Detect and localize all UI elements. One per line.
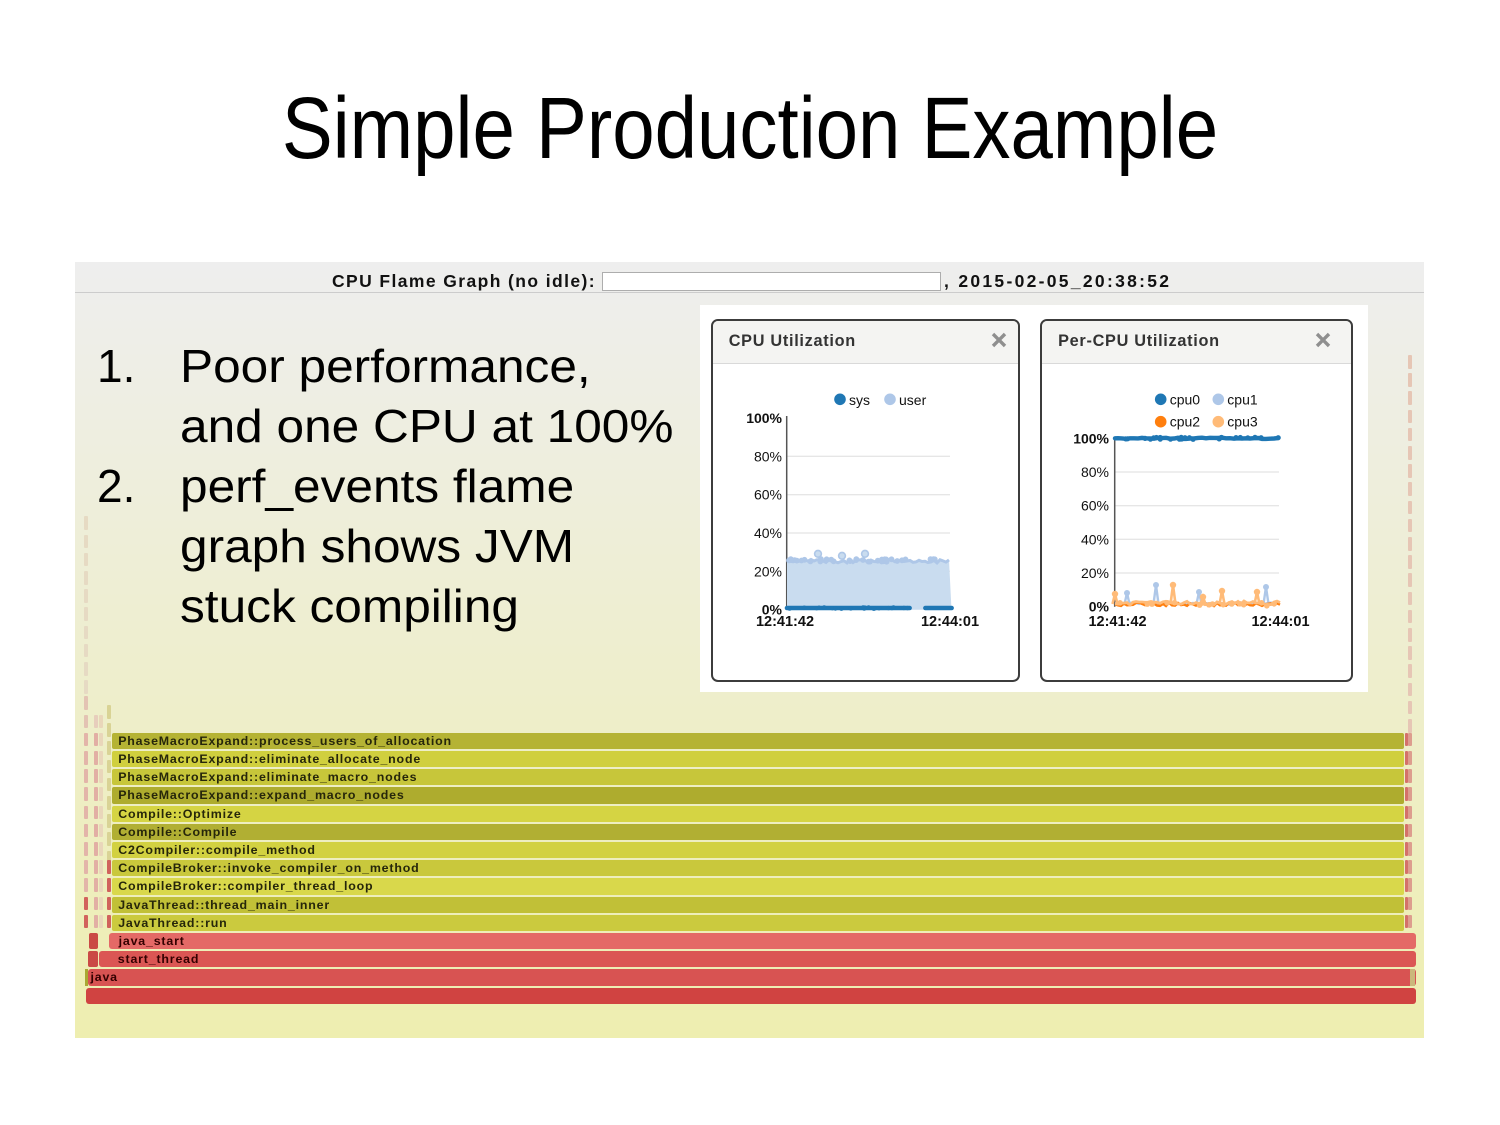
svg-text:0%: 0% (761, 602, 782, 618)
svg-text:sys: sys (849, 392, 870, 408)
svg-text:0%: 0% (1089, 599, 1110, 615)
svg-text:100%: 100% (1073, 430, 1109, 446)
svg-text:12:41:42: 12:41:42 (1089, 614, 1147, 630)
svg-text:80%: 80% (1081, 464, 1109, 480)
svg-text:20%: 20% (1081, 565, 1109, 581)
svg-text:cpu3: cpu3 (1227, 414, 1258, 430)
svg-text:cpu0: cpu0 (1170, 391, 1201, 407)
svg-text:40%: 40% (754, 525, 782, 541)
svg-text:100%: 100% (746, 410, 782, 426)
svg-text:cpu1: cpu1 (1227, 391, 1258, 407)
svg-text:80%: 80% (754, 448, 782, 464)
svg-text:60%: 60% (1081, 498, 1109, 514)
svg-text:cpu2: cpu2 (1170, 414, 1201, 430)
svg-text:12:41:42: 12:41:42 (756, 614, 814, 630)
svg-text:12:44:01: 12:44:01 (921, 614, 979, 630)
svg-text:20%: 20% (754, 563, 782, 579)
svg-text:40%: 40% (1081, 531, 1109, 547)
svg-text:user: user (899, 392, 927, 408)
svg-text:12:44:01: 12:44:01 (1252, 614, 1310, 630)
svg-text:60%: 60% (754, 487, 782, 503)
